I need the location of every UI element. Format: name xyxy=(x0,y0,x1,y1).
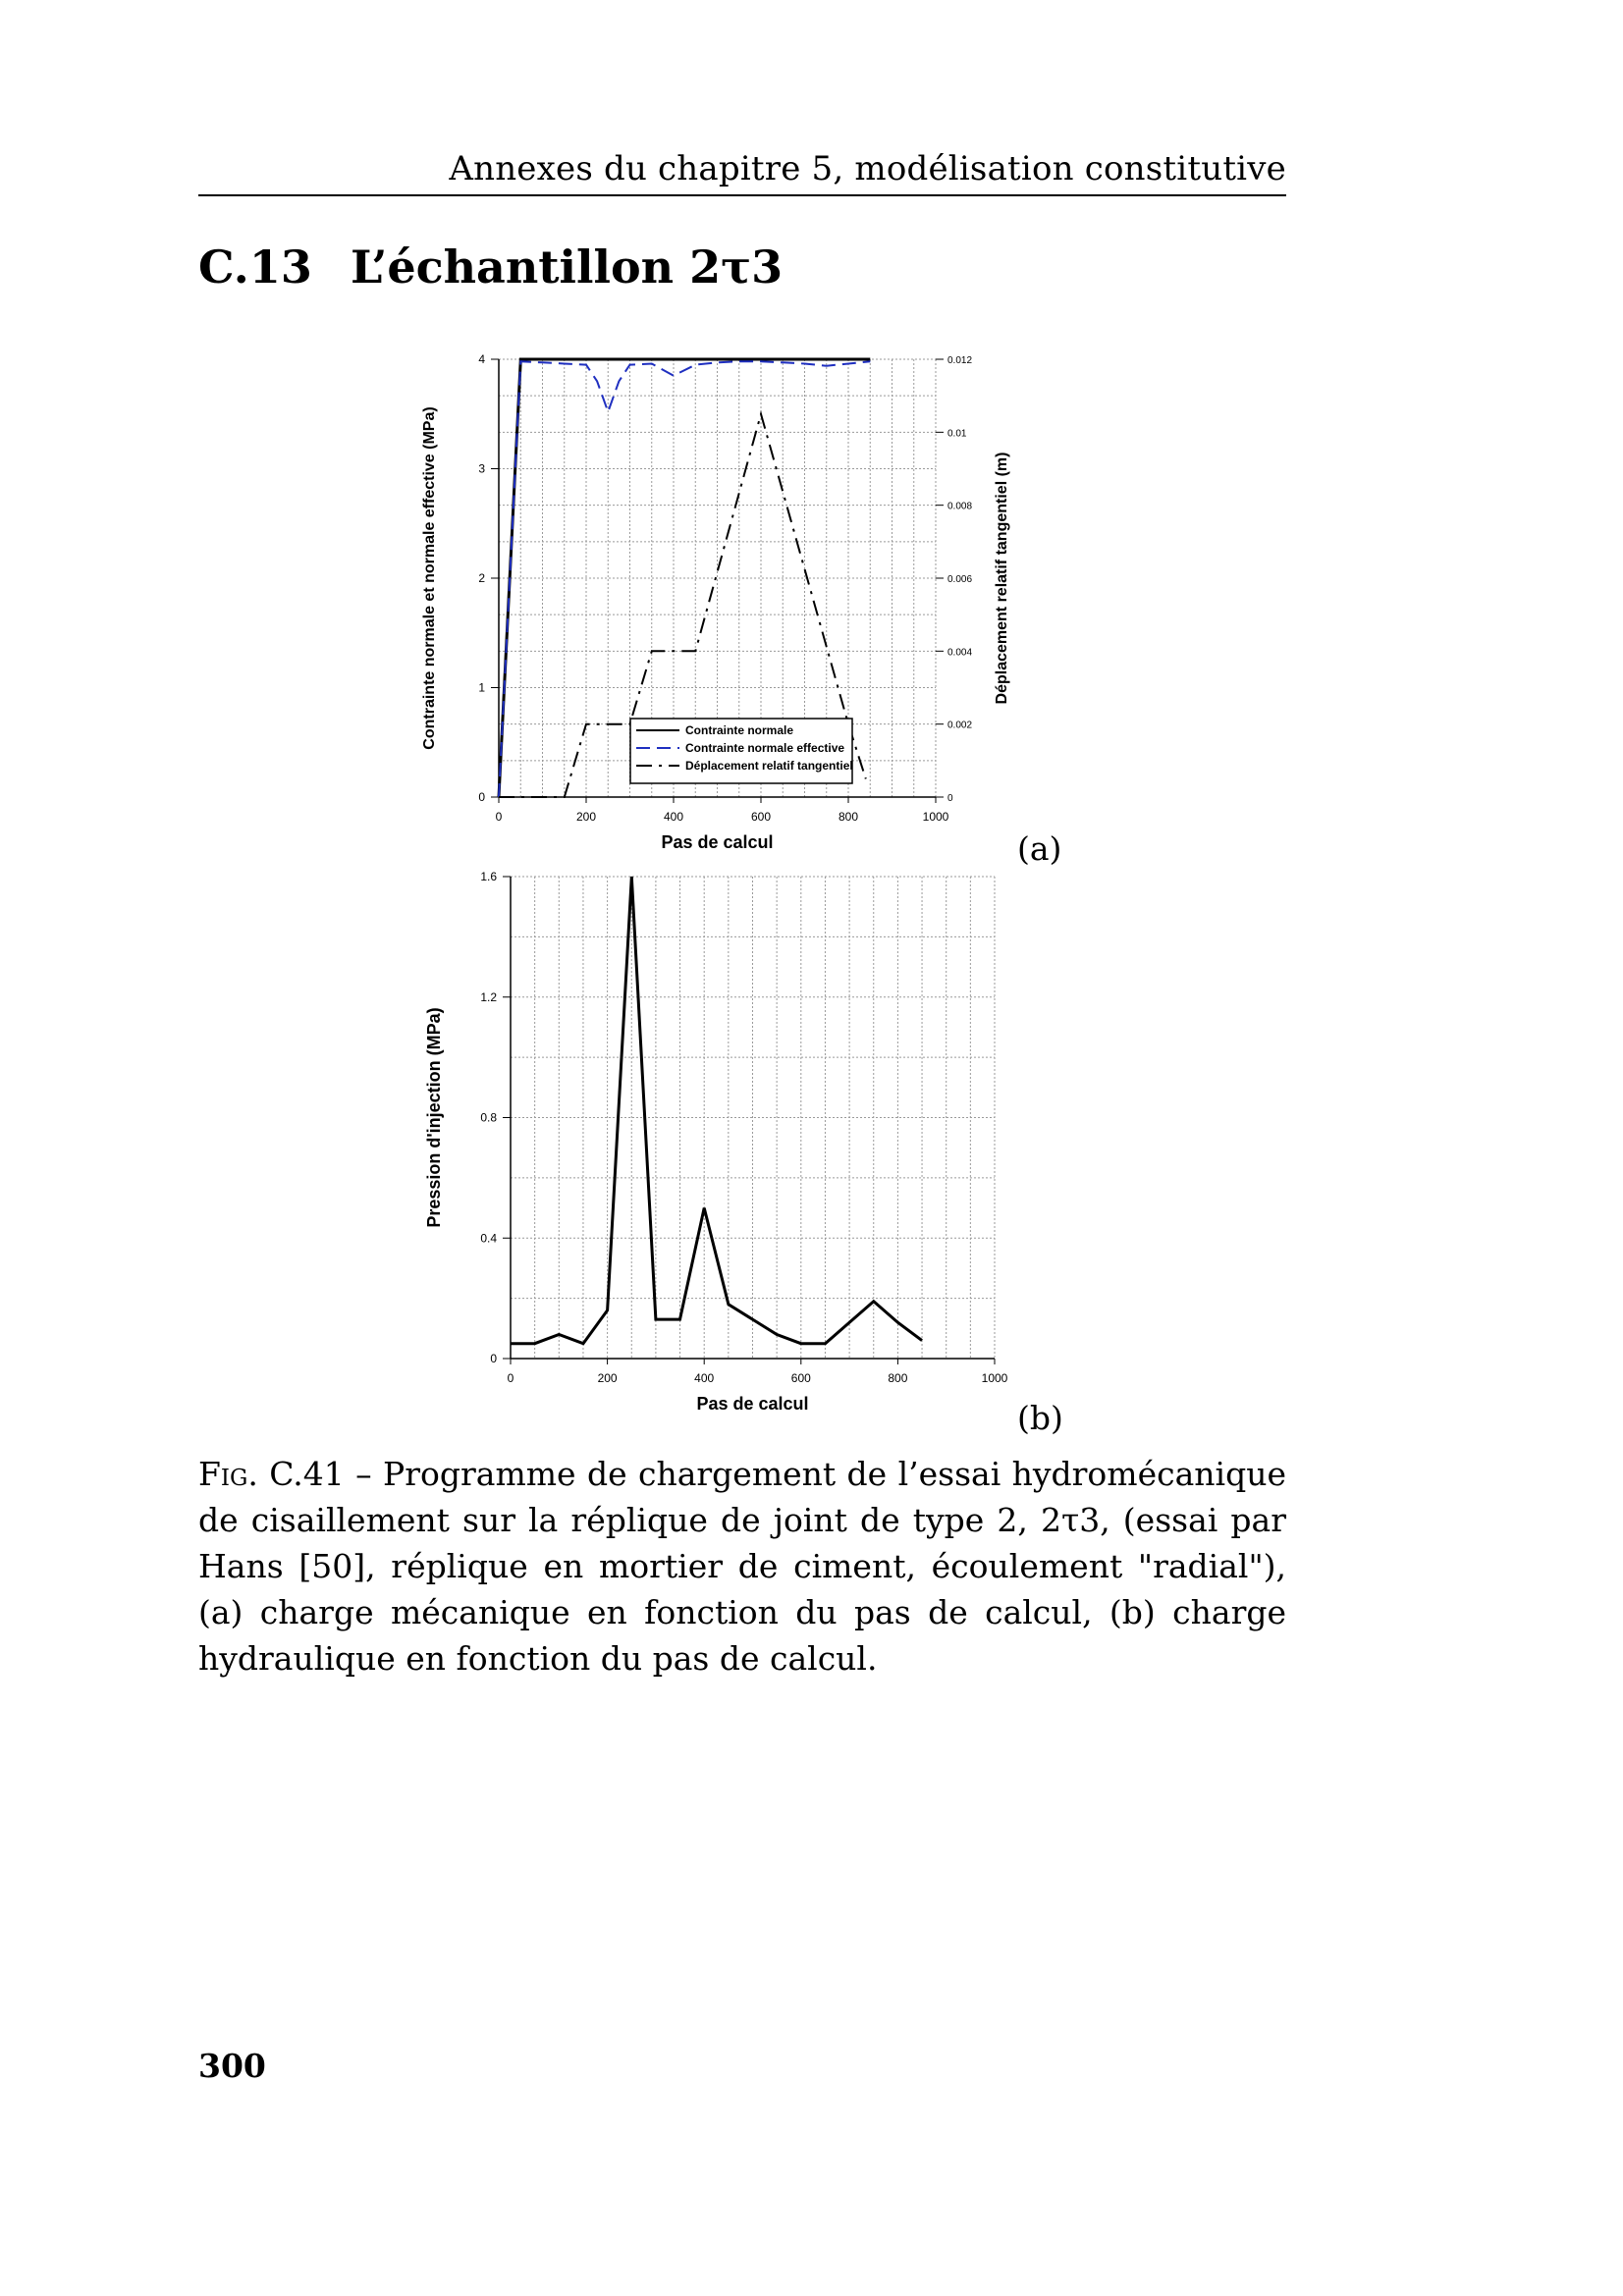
x-tick-label: 600 xyxy=(751,810,771,824)
y-tick-label: 1.6 xyxy=(480,870,497,883)
x-tick-label: 800 xyxy=(839,810,858,824)
caption-text: – Programme de chargement de l’essai hyd… xyxy=(198,1455,1286,1678)
y-axis-title: Contrainte normale et normale effective … xyxy=(421,406,438,749)
y-axis-title: Pression d'injection (MPa) xyxy=(424,1007,444,1227)
panel-label-b: (b) xyxy=(1017,1399,1063,1437)
legend-label-2: Contrainte normale effective xyxy=(685,741,844,755)
y-tick-label: 0.8 xyxy=(480,1111,497,1125)
figure-charts: 0 200 400 600 800 1000 0 1 2 3 4 0 0.002 0.004 0.006 0.… xyxy=(421,352,1010,1414)
caption-prefix: Fig. C.41 xyxy=(198,1455,345,1493)
header-rule xyxy=(198,194,1286,196)
running-header: Annexes du chapitre 5, modélisation cons… xyxy=(449,149,1286,188)
y2-tick-label: 0.012 xyxy=(947,355,972,366)
x-axis-title: Pas de calcul xyxy=(661,832,773,852)
x-tick-label: 1000 xyxy=(923,810,949,824)
y2-tick-label: 0.01 xyxy=(947,428,967,439)
y-tick-label: 3 xyxy=(478,462,485,476)
page-number: 300 xyxy=(198,2047,266,2085)
section-title: L’échantillon 2τ3 xyxy=(351,240,784,294)
y2-tick-label: 0 xyxy=(947,793,953,804)
x-tick-label: 400 xyxy=(664,810,683,824)
figure-caption: Fig. C.41 – Programme de chargement de l… xyxy=(198,1451,1286,1682)
series-line-1 xyxy=(511,876,923,1346)
x-tick-label: 200 xyxy=(598,1371,618,1385)
y2-tick-label: 0.004 xyxy=(947,647,972,658)
x-tick-label: 200 xyxy=(576,810,596,824)
y-tick-label: 4 xyxy=(478,352,485,366)
legend-label-3: Déplacement relatif tangentiel xyxy=(685,759,853,773)
section-heading: C.13 L’échantillon 2τ3 xyxy=(198,240,783,294)
x-axis-title: Pas de calcul xyxy=(696,1394,808,1414)
legend-label-1: Contrainte normale xyxy=(685,723,793,737)
section-number: C.13 xyxy=(198,240,312,294)
x-tick-label: 0 xyxy=(496,810,503,824)
y2-tick-label: 0.006 xyxy=(947,574,972,585)
chart-b: 0 200 400 600 800 1000 0 0.4 0.8 1.2 1.6 Pas de cal… xyxy=(424,870,1008,1414)
y2-tick-label: 0.008 xyxy=(947,502,972,512)
y-tick-label: 2 xyxy=(478,571,485,585)
y-tick-label: 0 xyxy=(490,1352,497,1365)
series-line-3 xyxy=(499,410,867,798)
y-tick-label: 0 xyxy=(478,790,485,804)
y-tick-label: 1.2 xyxy=(480,990,497,1004)
panel-label-a: (a) xyxy=(1017,829,1062,868)
y2-tick-label: 0.002 xyxy=(947,721,972,731)
x-tick-label: 400 xyxy=(694,1371,714,1385)
x-tick-label: 800 xyxy=(888,1371,907,1385)
y2-axis-title: Déplacement relatif tangentiel (m) xyxy=(994,453,1010,705)
chart-a: 0 200 400 600 800 1000 0 1 2 3 4 0 0.002 0.004 0.006 0.… xyxy=(421,352,1010,852)
y-tick-label: 1 xyxy=(478,681,485,695)
series-line-2 xyxy=(498,360,871,798)
x-tick-label: 600 xyxy=(791,1371,811,1385)
y-tick-label: 0.4 xyxy=(480,1231,497,1245)
x-tick-label: 1000 xyxy=(982,1371,1008,1385)
x-tick-label: 0 xyxy=(508,1371,514,1385)
